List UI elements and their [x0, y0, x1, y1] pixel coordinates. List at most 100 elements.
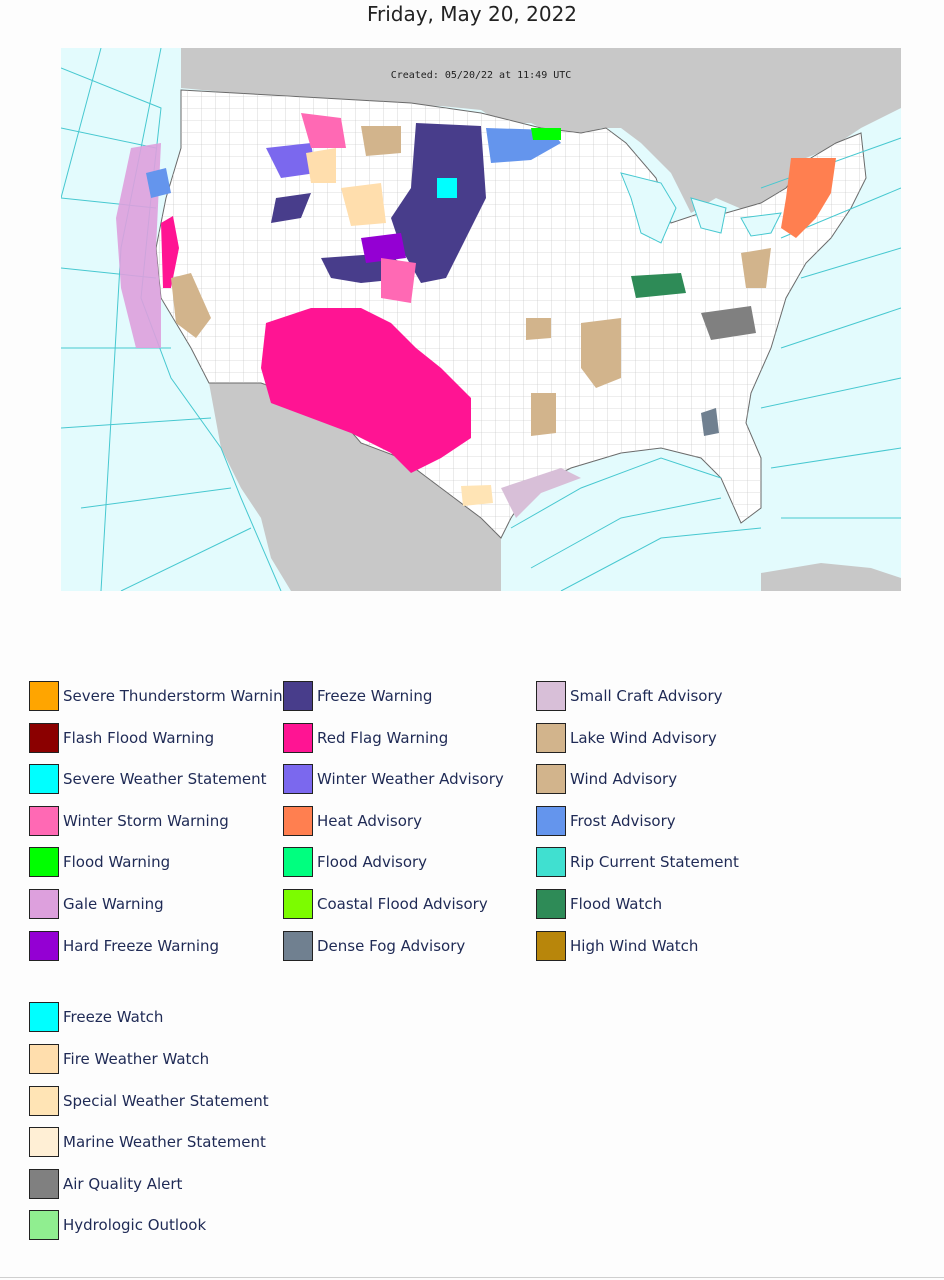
red-flag-southwest: [261, 308, 471, 473]
freeze-warning-montana: [271, 193, 311, 223]
legend-item: Special Weather Statement: [29, 1084, 269, 1118]
legend-item: Air Quality Alert: [29, 1167, 182, 1201]
wind-advisory-nevada: [171, 273, 211, 338]
legend-label: Flood Advisory: [317, 853, 428, 871]
freeze-warning-plains: [391, 123, 486, 283]
dense-fog-florida: [701, 408, 719, 436]
legend-item: Severe Thunderstorm Warning: [29, 679, 292, 713]
legend-swatch: [536, 931, 566, 961]
legend-label: Freeze Warning: [317, 687, 433, 705]
legend-item: Flood Warning: [29, 845, 170, 879]
legend-label: Red Flag Warning: [317, 729, 449, 747]
legend-label: Fire Weather Watch: [63, 1050, 210, 1068]
flood-warning-north: [531, 128, 561, 140]
legend-swatch: [536, 764, 566, 794]
legend-label: Gale Warning: [63, 895, 164, 913]
legend-label: Winter Weather Advisory: [317, 770, 504, 788]
legend-swatch: [283, 806, 313, 836]
legend-item: Freeze Watch: [29, 1000, 163, 1034]
legend-item: Lake Wind Advisory: [536, 721, 717, 755]
legend-swatch: [536, 723, 566, 753]
legend-swatch: [29, 1086, 59, 1116]
legend-swatch: [283, 723, 313, 753]
legend-swatch: [283, 931, 313, 961]
legend-item: Gale Warning: [29, 887, 164, 921]
wind-advisory-mississippi: [581, 318, 621, 388]
small-craft-gulf: [501, 468, 581, 518]
legend-swatch: [29, 806, 59, 836]
frost-advisory-west: [146, 168, 171, 198]
legend-swatch: [283, 681, 313, 711]
legend-item: Winter Weather Advisory: [283, 762, 504, 796]
legend-item: Winter Storm Warning: [29, 804, 229, 838]
legend-swatch: [29, 1002, 59, 1032]
legend-label: Severe Weather Statement: [63, 770, 267, 788]
legend-item: Wind Advisory: [536, 762, 677, 796]
air-quality-southeast: [701, 306, 756, 340]
legend-label: Flash Flood Warning: [63, 729, 215, 747]
legend-label: Frost Advisory: [570, 812, 676, 830]
legend-item: Flood Watch: [536, 887, 662, 921]
gale-warning-zone: [116, 143, 161, 348]
mexico-land: [209, 383, 501, 591]
legend-label: Winter Storm Warning: [63, 812, 229, 830]
legend-item: Marine Weather Statement: [29, 1125, 266, 1159]
flood-watch-ohio-valley: [631, 273, 686, 298]
great-lakes: [620, 172, 782, 244]
winter-storm-rockies: [301, 113, 416, 303]
legend-item: Severe Weather Statement: [29, 762, 267, 796]
legend-item: Dense Fog Advisory: [283, 929, 465, 963]
map-svg: [61, 48, 901, 591]
hard-freeze-zone: [361, 233, 406, 263]
legend-label: Hard Freeze Warning: [63, 937, 220, 955]
legend-swatch: [29, 1127, 59, 1157]
legend-swatch: [29, 931, 59, 961]
legend-swatch: [536, 847, 566, 877]
legend-swatch: [29, 723, 59, 753]
legend-swatch: [536, 889, 566, 919]
winter-weather-rockies: [266, 143, 316, 178]
legend-item: Red Flag Warning: [283, 721, 448, 755]
legend-swatch: [536, 806, 566, 836]
legend-item: High Wind Watch: [536, 929, 698, 963]
legend-label: Flood Warning: [63, 853, 171, 871]
legend-label: Flood Watch: [570, 895, 663, 913]
legend-item: Hydrologic Outlook: [29, 1208, 206, 1242]
legend-item: Fire Weather Watch: [29, 1042, 209, 1076]
map-created-timestamp: Created: 05/20/22 at 11:49 UTC: [390, 70, 572, 81]
legend-swatch: [29, 1169, 59, 1199]
legend-label: Rip Current Statement: [570, 853, 739, 871]
fire-weather-idaho: [306, 148, 336, 183]
special-weather-texas: [461, 485, 493, 506]
legend-item: Flood Advisory: [283, 845, 427, 879]
legend-item: Heat Advisory: [283, 804, 422, 838]
legend-label: Coastal Flood Advisory: [317, 895, 488, 913]
legend-item: Rip Current Statement: [536, 845, 739, 879]
legend-swatch: [29, 889, 59, 919]
legend-swatch: [29, 847, 59, 877]
legend-label: Marine Weather Statement: [63, 1133, 266, 1151]
legend-swatch: [536, 681, 566, 711]
page-title: Friday, May 20, 2022: [366, 2, 578, 26]
legend-label: Hydrologic Outlook: [63, 1216, 207, 1234]
freeze-watch-zone: [437, 178, 457, 198]
legend-label: High Wind Watch: [570, 937, 699, 955]
legend-swatch: [29, 1210, 59, 1240]
heat-advisory-northeast: [781, 158, 836, 238]
legend-swatch: [283, 847, 313, 877]
legend-label: Special Weather Statement: [63, 1092, 269, 1110]
legend-item: Freeze Warning: [283, 679, 432, 713]
legend-swatch: [283, 764, 313, 794]
legend-label: Heat Advisory: [317, 812, 422, 830]
legend-label: Wind Advisory: [570, 770, 678, 788]
legend-item: Frost Advisory: [536, 804, 676, 838]
red-flag-california: [161, 216, 179, 288]
legend-item: Small Craft Advisory: [536, 679, 723, 713]
legend-label: Freeze Watch: [63, 1008, 164, 1026]
legend-label: Lake Wind Advisory: [570, 729, 717, 747]
fire-weather-montana: [341, 183, 386, 226]
caribbean-islands: [761, 563, 901, 591]
canada-land: [181, 48, 901, 213]
bottom-divider: [0, 1277, 944, 1278]
legend-item: Coastal Flood Advisory: [283, 887, 488, 921]
